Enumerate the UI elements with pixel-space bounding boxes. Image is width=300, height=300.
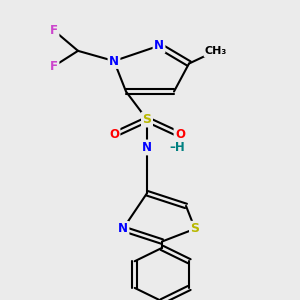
Text: N: N [154, 39, 164, 52]
Text: F: F [50, 24, 58, 37]
Text: S: S [190, 222, 200, 235]
Text: S: S [142, 113, 152, 126]
Text: O: O [109, 128, 119, 141]
Text: CH₃: CH₃ [205, 46, 227, 56]
Text: –H: –H [169, 141, 185, 154]
Text: F: F [50, 60, 58, 73]
Text: O: O [175, 128, 185, 141]
Text: N: N [118, 222, 128, 235]
Text: N: N [109, 55, 119, 68]
Text: N: N [142, 141, 152, 154]
